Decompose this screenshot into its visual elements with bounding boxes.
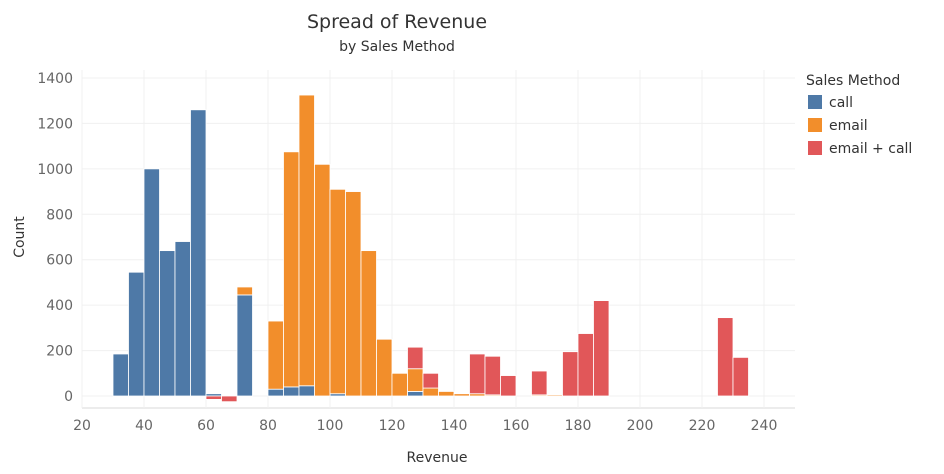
legend: Sales Method call email email + call [806,73,912,157]
legend-swatch-email [808,118,822,132]
x-tick-label: 100 [317,418,344,434]
bar-call-80 [267,388,284,397]
bar-email-95 [314,163,331,397]
y-tick-label: 1200 [37,116,73,132]
bar-email-call-225 [717,317,734,397]
y-tick-label: 600 [46,253,73,269]
bar-email-call-60 [205,395,222,400]
bar-email-call-175 [562,351,579,397]
legend-label-email: email [829,118,868,134]
bars [112,94,749,403]
bar-email-140 [453,393,470,397]
x-tick-label: 220 [689,418,716,434]
bar-email-call-150 [484,355,501,396]
bar-email-80 [267,320,284,390]
bar-call-55 [190,109,207,397]
bar-email-call-130 [422,372,439,389]
x-tick-label: 140 [441,418,468,434]
bar-email-120 [391,372,408,397]
bar-email-125 [407,368,424,392]
bar-email-90 [298,94,315,387]
bar-call-45 [159,250,176,397]
x-tick-label: 40 [135,418,153,434]
bar-email-call-145 [469,353,486,395]
bar-email-110 [360,250,377,397]
y-axis-label: Count [12,216,28,258]
bar-email-call-125 [407,346,424,370]
bar-call-40 [143,168,160,397]
y-tick-label: 1400 [37,71,73,87]
x-tick-label: 20 [73,418,91,434]
bar-email-call-65 [221,395,238,403]
bar-email-call-230 [732,356,749,397]
bar-email-call-165 [531,370,548,396]
y-tick-label: 0 [64,389,73,405]
bar-email-105 [345,191,362,397]
x-tick-label: 200 [627,418,654,434]
bar-email-135 [438,391,455,397]
x-axis-label: Revenue [407,450,468,466]
x-tick-label: 160 [503,418,530,434]
x-tick-label: 80 [259,418,277,434]
bar-call-50 [174,241,191,397]
axes: 0 200 400 600 800 1000 1200 1400 20 40 60 80 100 120 1… [37,71,777,434]
legend-label-email-call: email + call [829,141,912,157]
x-tick-label: 240 [751,418,778,434]
bar-call-35 [128,271,145,397]
x-tick-label: 180 [565,418,592,434]
x-tick-label: 60 [197,418,215,434]
bar-email-170 [546,394,563,397]
legend-title: Sales Method [806,73,900,89]
y-tick-label: 200 [46,344,73,360]
legend-swatch-email-call [808,141,822,155]
bar-email-130 [422,387,439,397]
bar-email-85 [283,151,300,388]
y-tick-label: 1000 [37,162,73,178]
legend-swatch-call [808,95,822,109]
bar-email-100 [329,188,346,395]
bar-email-call-180 [577,333,594,397]
x-tick-label: 120 [379,418,406,434]
bar-call-30 [112,353,129,397]
bar-call-70 [236,294,253,397]
y-tick-label: 800 [46,207,73,223]
bar-call-85 [283,386,300,397]
bar-email-115 [376,338,393,397]
bar-call-90 [298,385,315,397]
bar-call-125 [407,391,424,397]
bar-email-call-185 [593,300,610,397]
legend-label-call: call [829,95,853,111]
chart-subtitle: by Sales Method [339,39,455,55]
bar-email-call-155 [500,375,517,397]
chart-title: Spread of Revenue [307,11,487,33]
bar-email-70 [236,286,253,296]
y-tick-label: 400 [46,298,73,314]
